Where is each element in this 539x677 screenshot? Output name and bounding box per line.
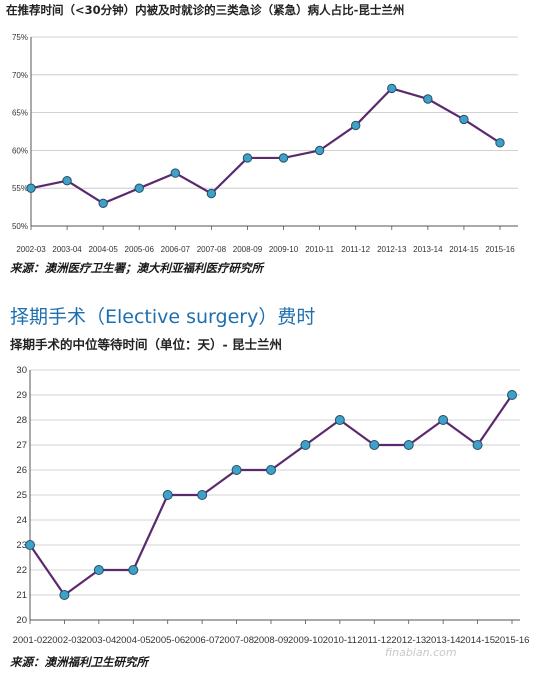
chart2-point: [162, 490, 173, 500]
chart1-ytick-label: 70%: [12, 71, 28, 80]
chart1-xtick-label: 2009-10: [269, 245, 299, 254]
chart1-series-line: [30, 87, 501, 205]
chart2-title: 择期手术的中位等待时间（单位：天）- 昆士兰州: [10, 337, 283, 352]
chart2-ytick-label: 21: [16, 590, 27, 601]
chart1-point: [170, 168, 181, 178]
chart1-point: [459, 114, 469, 125]
chart1-xtick-label: 2003-04: [52, 245, 82, 254]
chart2-xtick-label: 2002-03: [47, 635, 82, 646]
chart2-point: [128, 565, 139, 575]
chart2-point: [93, 565, 104, 575]
chart2-source: 来源：澳洲福利卫生研究所: [10, 655, 148, 669]
chart2-point: [403, 440, 414, 450]
chart2-xtick-label: 2013-14: [426, 635, 461, 646]
chart1-ytick-label: 55%: [12, 184, 28, 193]
chart2-xtick-label: 2003-04: [81, 635, 116, 646]
chart1-point: [495, 138, 505, 148]
chart1-ytick-label: 65%: [12, 109, 28, 118]
chart1-xtick-label: 2008-09: [233, 245, 263, 254]
chart2-xtick-label: 2009-10: [288, 635, 323, 646]
chart2-ytick-label: 26: [16, 465, 27, 476]
chart1-xtick-label: 2013-14: [413, 245, 443, 254]
chart2-point: [197, 490, 208, 500]
chart2-ytick-label: 29: [16, 390, 27, 401]
chart1-point: [278, 153, 289, 163]
chart1-xtick-label: 2004-05: [88, 245, 118, 254]
chart2-xtick-label: 2015-16: [495, 635, 530, 646]
chart1-point: [423, 94, 433, 104]
chart1-ytick-label: 50%: [12, 222, 28, 231]
chart2-point: [507, 390, 517, 400]
chart2-ytick-label: 23: [16, 540, 27, 551]
chart1-point: [206, 188, 217, 199]
chart2-xtick-label: 2005-06: [150, 635, 185, 646]
chart2-xtick-label: 2011-12: [357, 635, 391, 646]
chart1-xtick-label: 2011-12: [341, 245, 370, 254]
chart1-xtick-label: 2002-03: [16, 245, 46, 254]
chart2-xtick-label: 2008-09: [254, 635, 289, 646]
chart2-point: [231, 465, 242, 475]
chart2-ytick-label: 28: [16, 415, 27, 426]
chart1-point: [242, 153, 253, 163]
chart1-point: [26, 183, 36, 193]
chart2-xtick-label: 2004-05: [116, 635, 151, 646]
chart2-xtick-label: 2010-11: [323, 635, 357, 646]
chart1-xtick-label: 2015-16: [485, 245, 515, 254]
chart1-xtick-label: 2005-06: [125, 245, 155, 254]
chart2-point: [438, 415, 449, 425]
chart2-point: [59, 590, 70, 600]
chart1-point: [314, 145, 325, 156]
chart1-xtick-label: 2014-15: [449, 245, 479, 254]
chart2-xtick-label: 2014-15: [460, 635, 495, 646]
chart2-ytick-label: 20: [16, 615, 27, 626]
chart1-source: 来源：澳洲医疗卫生署；澳大利亚福利医疗研究所: [10, 261, 263, 275]
chart2-xtick-label: 2006-07: [185, 635, 220, 646]
chart1-point: [134, 183, 144, 193]
chart2-xtick-label: 2007-08: [219, 635, 254, 646]
chart2-xtick-label: 2001-02: [13, 635, 48, 646]
chart2-ytick-label: 24: [16, 515, 27, 526]
chart2-xtick-label: 2012-13: [391, 635, 426, 646]
chart2-ytick-label: 27: [16, 440, 27, 451]
chart1-ytick-label: 60%: [12, 146, 28, 155]
chart2-point: [25, 540, 35, 550]
chart1-point: [387, 83, 397, 94]
watermark: finabian.com: [385, 646, 457, 659]
chart1-plot: 50% 55% 60% 65% 70% 75% 2002-03 2003-04 2004-05 2…: [12, 33, 518, 254]
chart2-point: [300, 440, 311, 450]
chart2-ytick-label: 30: [16, 365, 27, 376]
chart2-point: [266, 465, 276, 475]
chart2-point: [472, 440, 483, 450]
chart1-point: [62, 175, 72, 186]
chart2-ytick-label: 22: [16, 565, 27, 576]
chart2-point: [334, 415, 345, 425]
chart1-xtick-label: 2012-13: [377, 245, 407, 254]
chart1-ytick-label: 75%: [12, 33, 28, 42]
chart1-xtick-label: 2006-07: [161, 245, 191, 254]
chart1-point: [350, 120, 361, 131]
chart2-ytick-label: 25: [16, 490, 27, 501]
section-title: 择期手术（Elective surgery）费时: [10, 306, 316, 328]
chart1-xtick-label: 2007-08: [197, 245, 227, 254]
chart2-point: [369, 440, 380, 450]
chart1-point: [98, 198, 108, 209]
chart1-title: 在推荐时间（<30分钟）内被及时就诊的三类急诊（紧急）病人占比-昆士兰州: [6, 3, 405, 17]
chart1-xtick-label: 2010-11: [305, 245, 334, 254]
